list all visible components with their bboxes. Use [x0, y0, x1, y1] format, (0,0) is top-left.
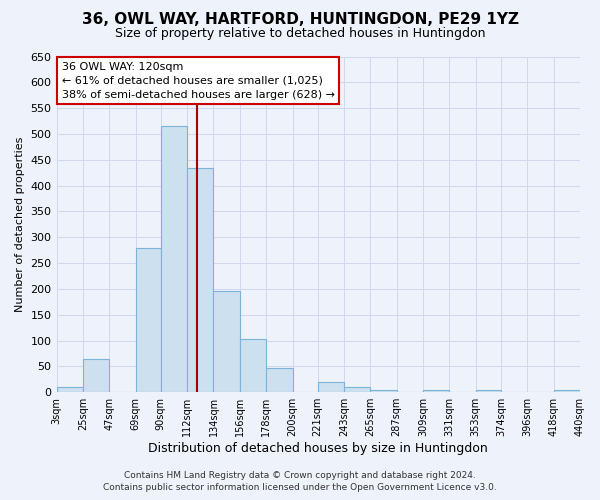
Bar — [56, 387, 83, 392]
Bar — [370, 390, 397, 392]
Bar — [187, 168, 214, 392]
Text: Contains HM Land Registry data © Crown copyright and database right 2024.
Contai: Contains HM Land Registry data © Crown c… — [103, 471, 497, 492]
Bar — [214, 292, 240, 392]
Bar — [476, 390, 501, 392]
Bar — [423, 390, 449, 392]
Y-axis label: Number of detached properties: Number of detached properties — [15, 136, 25, 312]
Bar — [344, 387, 370, 392]
Bar — [83, 358, 109, 392]
Bar — [554, 390, 580, 392]
Text: 36 OWL WAY: 120sqm
← 61% of detached houses are smaller (1,025)
38% of semi-deta: 36 OWL WAY: 120sqm ← 61% of detached hou… — [62, 62, 335, 100]
Bar — [266, 368, 293, 392]
Text: Size of property relative to detached houses in Huntingdon: Size of property relative to detached ho… — [115, 28, 485, 40]
Bar — [240, 339, 266, 392]
Bar — [161, 126, 187, 392]
Bar — [136, 248, 161, 392]
X-axis label: Distribution of detached houses by size in Huntingdon: Distribution of detached houses by size … — [148, 442, 488, 455]
Text: 36, OWL WAY, HARTFORD, HUNTINGDON, PE29 1YZ: 36, OWL WAY, HARTFORD, HUNTINGDON, PE29 … — [82, 12, 518, 28]
Bar — [317, 382, 344, 392]
